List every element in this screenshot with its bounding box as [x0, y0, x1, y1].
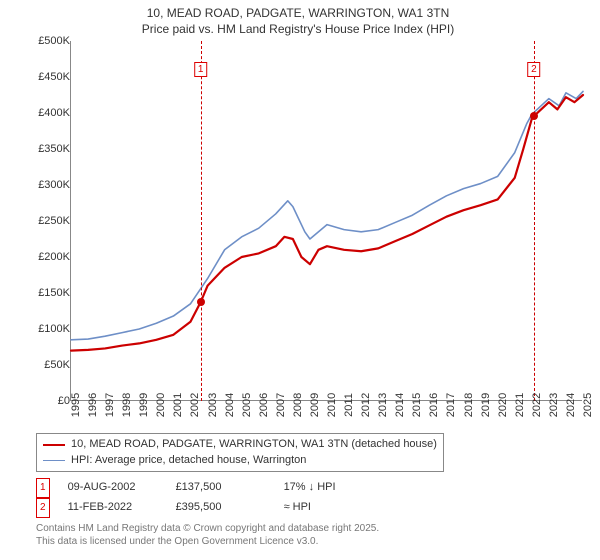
x-tick: 1996: [87, 393, 99, 417]
legend-label: HPI: Average price, detached house, Warr…: [71, 453, 306, 468]
x-tick: 2003: [207, 393, 219, 417]
sales-table: 1 09-AUG-2002 £137,500 17% ↓ HPI 2 11-FEB-202…: [36, 478, 590, 518]
sale-row: 2 11-FEB-2022 £395,500 ≈ HPI: [36, 498, 590, 518]
x-tick: 2006: [258, 393, 270, 417]
x-tick: 2017: [445, 393, 457, 417]
series-hpi: [71, 92, 583, 340]
title-line-2: Price paid vs. HM Land Registry's House …: [6, 22, 590, 38]
plot: 12: [70, 41, 582, 401]
sale-date: 09-AUG-2002: [68, 478, 158, 498]
x-tick: 2011: [343, 393, 355, 417]
x-tick: 2002: [189, 393, 201, 417]
x-tick: 2001: [172, 393, 184, 417]
x-axis: 1995199619971998199920002001200220032004…: [70, 401, 582, 431]
chart-container: 10, MEAD ROAD, PADGATE, WARRINGTON, WA1 …: [0, 0, 600, 560]
x-tick: 2024: [565, 393, 577, 417]
sale-price: £395,500: [176, 498, 266, 518]
sale-number: 2: [36, 498, 50, 518]
legend-swatch: [43, 444, 65, 446]
sale-marker-label: 1: [194, 62, 208, 77]
y-tick: £500K: [38, 35, 70, 47]
x-tick: 2012: [360, 393, 372, 417]
x-tick: 1998: [121, 393, 133, 417]
y-tick: £450K: [38, 71, 70, 83]
y-tick: £250K: [38, 215, 70, 227]
line-layer: [71, 41, 583, 401]
x-tick: 2008: [292, 393, 304, 417]
y-tick: £400K: [38, 107, 70, 119]
footnote: Contains HM Land Registry data © Crown c…: [36, 522, 590, 548]
y-tick: £0: [58, 395, 70, 407]
sale-vs-hpi: ≈ HPI: [284, 498, 374, 518]
x-tick: 2009: [309, 393, 321, 417]
legend-row: HPI: Average price, detached house, Warr…: [43, 453, 437, 468]
y-tick: £150K: [38, 287, 70, 299]
sale-marker-line: [534, 41, 535, 401]
sale-marker-label: 2: [527, 62, 541, 77]
x-tick: 2018: [463, 393, 475, 417]
x-tick: 2013: [377, 393, 389, 417]
legend-swatch: [43, 460, 65, 461]
sale-marker-dot: [197, 298, 205, 306]
x-tick: 2020: [497, 393, 509, 417]
sale-vs-hpi: 17% ↓ HPI: [284, 478, 374, 498]
x-tick: 2021: [514, 393, 526, 417]
x-tick: 2014: [394, 393, 406, 417]
y-tick: £300K: [38, 179, 70, 191]
x-tick: 2016: [428, 393, 440, 417]
legend: 10, MEAD ROAD, PADGATE, WARRINGTON, WA1 …: [36, 433, 444, 472]
x-tick: 1995: [70, 393, 82, 417]
sale-marker-dot: [530, 112, 538, 120]
sale-number: 1: [36, 478, 50, 498]
legend-row: 10, MEAD ROAD, PADGATE, WARRINGTON, WA1 …: [43, 437, 437, 452]
sale-price: £137,500: [176, 478, 266, 498]
chart-title: 10, MEAD ROAD, PADGATE, WARRINGTON, WA1 …: [6, 6, 590, 37]
sale-date: 11-FEB-2022: [68, 498, 158, 518]
footnote-line-2: This data is licensed under the Open Gov…: [36, 535, 590, 548]
footnote-line-1: Contains HM Land Registry data © Crown c…: [36, 522, 590, 535]
legend-label: 10, MEAD ROAD, PADGATE, WARRINGTON, WA1 …: [71, 437, 437, 452]
series-price-paid: [71, 95, 583, 351]
x-tick: 2019: [480, 393, 492, 417]
x-tick: 2004: [224, 393, 236, 417]
x-tick: 1999: [138, 393, 150, 417]
y-axis: £0£50K£100K£150K£200K£250K£300K£350K£400…: [22, 41, 70, 401]
x-tick: 2023: [548, 393, 560, 417]
sale-row: 1 09-AUG-2002 £137,500 17% ↓ HPI: [36, 478, 590, 498]
y-tick: £50K: [44, 359, 70, 371]
x-tick: 2000: [155, 393, 167, 417]
sale-marker-line: [201, 41, 202, 401]
plot-area: £0 £50K £100K £150K £200K £250K £300K £350K £400…: [26, 41, 586, 431]
x-tick: 2022: [531, 393, 543, 417]
x-tick: 2005: [241, 393, 253, 417]
x-tick: 1997: [104, 393, 116, 417]
y-tick: £350K: [38, 143, 70, 155]
title-line-1: 10, MEAD ROAD, PADGATE, WARRINGTON, WA1 …: [6, 6, 590, 22]
x-tick: 2007: [275, 393, 287, 417]
x-tick: 2015: [411, 393, 423, 417]
x-tick: 2010: [326, 393, 338, 417]
y-tick: £200K: [38, 251, 70, 263]
y-tick: £100K: [38, 323, 70, 335]
x-tick: 2025: [582, 393, 594, 417]
